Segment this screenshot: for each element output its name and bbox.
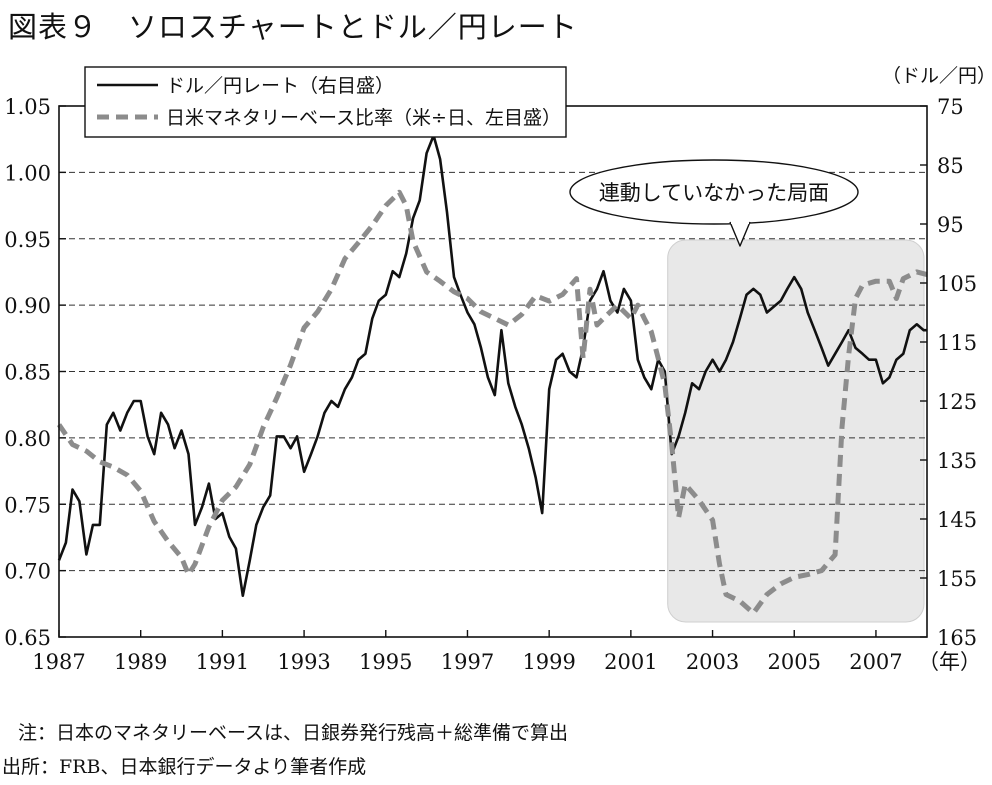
- y-left-tick-label: 0.95: [4, 228, 51, 252]
- y-right-tick-label: 165: [937, 626, 977, 650]
- x-tick-label: 2003: [686, 650, 739, 674]
- x-tick-label: 1987: [32, 650, 85, 674]
- legend-label: ドル／円レート（右目盛）: [166, 75, 394, 97]
- y-right-tick-label: 145: [937, 508, 977, 532]
- legend: ドル／円レート（右目盛） 日米マネタリーベース比率（米÷日、左目盛）: [84, 66, 567, 138]
- legend-label: 日米マネタリーベース比率（米÷日、左目盛）: [166, 107, 561, 129]
- x-tick-label: 2007: [849, 650, 902, 674]
- x-tick-label: 2001: [604, 650, 657, 674]
- y-left-tick-label: 1.05: [4, 95, 51, 119]
- callout-text: 連動していなかった局面: [599, 181, 829, 205]
- y-right-tick-label: 105: [937, 272, 977, 296]
- y-left-tick-label: 0.75: [4, 493, 51, 517]
- series-layer: [56, 134, 928, 616]
- annotation-callout: 連動していなかった局面: [569, 159, 859, 247]
- series-line-usdjpy: [57, 134, 927, 597]
- x-tick-label: 1993: [277, 650, 330, 674]
- y-left-tick-label: 0.85: [4, 361, 51, 385]
- x-tick-label: 2005: [768, 650, 821, 674]
- x-tick-label: 1989: [114, 650, 167, 674]
- y-left-tick-label: 1.00: [4, 161, 51, 185]
- y-right-tick-label: 125: [937, 390, 977, 414]
- callout-pointer: [729, 221, 751, 247]
- series-line-monetary-base-ratio: [56, 189, 928, 616]
- annotation-shaded-region-layer: [667, 239, 925, 623]
- x-tick-label: 1991: [196, 650, 249, 674]
- figure-title: 図表９ ソロスチャートとドル／円レート: [8, 10, 578, 44]
- y-right-tick-label: 95: [937, 213, 964, 237]
- y-right-unit-label: （ドル／円）: [882, 65, 992, 87]
- annotation-shaded-region: [667, 239, 925, 623]
- callout-bubble: [569, 159, 859, 225]
- y-right-tick-label: 85: [937, 154, 964, 178]
- x-axis-unit-label: （年）: [918, 650, 981, 674]
- tick-label-layer: 0.65 0.70 0.75 0.80 0.85 0.90 0.95 1.00 1.05 165 1…: [4, 65, 992, 674]
- callout-pointer-mask: [731, 219, 749, 224]
- y-left-tick-label: 0.70: [4, 560, 51, 584]
- y-right-tick-label: 155: [937, 567, 977, 591]
- y-right-tick-label: 115: [937, 331, 977, 355]
- figure-source: 出所：FRB、日本銀行データより筆者作成: [2, 756, 367, 778]
- x-tick-label: 1995: [359, 650, 412, 674]
- y-left-tick-label: 0.80: [4, 427, 51, 451]
- legend-box: [84, 66, 567, 138]
- y-left-tick-label: 0.90: [4, 294, 51, 318]
- x-tick-label: 1997: [441, 650, 494, 674]
- figure-note: 注：日本のマネタリーベースは、日銀券発行残高＋総準備で算出: [18, 722, 569, 744]
- x-tick-label: 1999: [522, 650, 575, 674]
- y-right-tick-label: 75: [937, 95, 964, 119]
- y-left-tick-label: 0.65: [4, 626, 51, 650]
- y-right-tick-label: 135: [937, 449, 977, 473]
